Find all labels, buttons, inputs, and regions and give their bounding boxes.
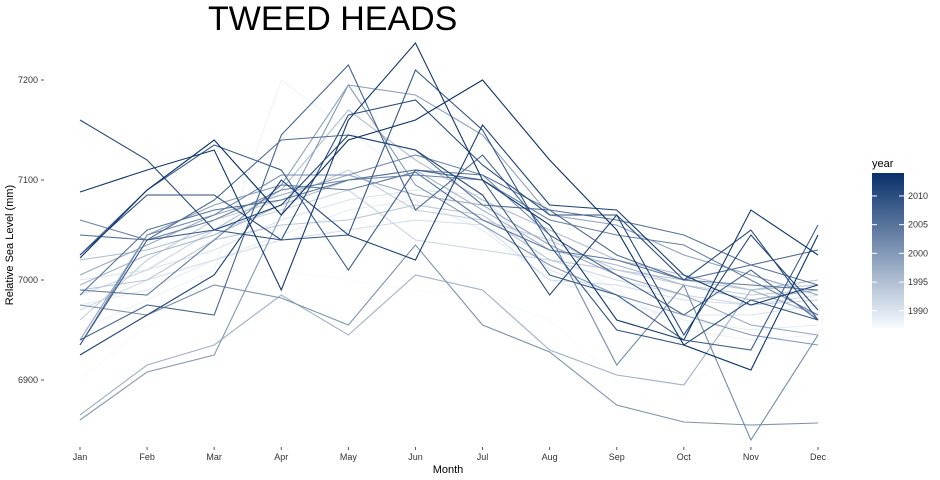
legend-title: year — [872, 158, 894, 170]
series-line-2008 — [79, 144, 819, 351]
legend-label: 2005 — [908, 220, 928, 230]
series-line-1989 — [79, 199, 819, 331]
series-line-1997 — [79, 274, 819, 416]
series-line-1990 — [79, 189, 819, 316]
x-axis: Jan Feb Mar Apr May Jun Jul Aug Sep Oct Nov Dec — [73, 447, 827, 462]
x-tick-label: Jan — [73, 452, 88, 462]
legend-label: 2010 — [908, 191, 928, 201]
y-tick-label: 7200 — [18, 75, 38, 85]
series-line-2000 — [79, 83, 819, 421]
series-line-2012 — [79, 124, 819, 356]
series-line-1991 — [79, 219, 819, 311]
series-layer — [79, 42, 819, 442]
x-tick-label: Nov — [743, 452, 760, 462]
y-tick-label: 7100 — [18, 175, 38, 185]
x-tick-label: Oct — [677, 452, 692, 462]
x-tick-label: Jul — [477, 452, 489, 462]
x-tick-label: May — [340, 452, 358, 462]
series-line-1999 — [79, 84, 819, 341]
x-tick-label: Mar — [206, 452, 222, 462]
legend-label: 1990 — [908, 306, 928, 316]
series-line-2002 — [79, 154, 819, 442]
y-tick-label: 6900 — [18, 375, 38, 385]
x-tick-label: Apr — [274, 452, 288, 462]
series-line-2006 — [79, 134, 819, 281]
series-line-2005 — [79, 169, 819, 296]
x-tick-label: Jun — [408, 452, 423, 462]
legend-colorbar — [872, 173, 904, 328]
series-line-2004 — [79, 171, 819, 296]
series-line-2014 — [79, 79, 819, 371]
y-axis-title: Relative Sea Level (mm) — [4, 185, 16, 305]
series-line-1996 — [79, 169, 819, 301]
y-tick-label: 7000 — [18, 275, 38, 285]
legend-label: 1995 — [908, 277, 928, 287]
y-axis: 6900 7000 7100 7200 — [18, 75, 44, 385]
series-line-1992 — [79, 189, 819, 306]
legend-label: 2000 — [908, 248, 928, 258]
year-legend: year 1990 1995 2000 2005 2010 — [872, 158, 928, 328]
series-line-2001 — [79, 244, 819, 426]
x-tick-label: Dec — [810, 452, 827, 462]
series-line-1994 — [79, 204, 819, 291]
x-tick-label: Feb — [139, 452, 155, 462]
x-tick-label: Aug — [542, 452, 558, 462]
series-line-1998 — [79, 174, 819, 336]
legend-ticks: 1990 1995 2000 2005 2010 — [872, 191, 928, 316]
series-line-2007 — [79, 64, 819, 341]
series-line-2010 — [79, 99, 819, 321]
x-tick-label: Sep — [609, 452, 625, 462]
x-axis-title: Month — [433, 464, 464, 476]
series-line-2013 — [79, 42, 819, 341]
series-line-1993 — [79, 169, 819, 321]
series-line-1987 — [79, 269, 819, 386]
chart-title: TWEED HEADS — [208, 0, 457, 38]
